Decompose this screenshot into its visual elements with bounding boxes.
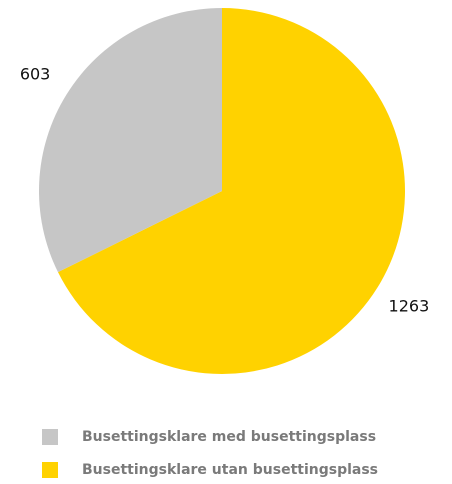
data-label: 603 — [20, 64, 51, 83]
pie-slice — [57, 8, 406, 374]
legend-swatch — [42, 462, 58, 478]
legend-swatch — [42, 429, 58, 445]
legend-label: Busettingsklare utan busettingsplass — [82, 462, 378, 478]
legend-label: Busettingsklare med busettingsplass — [82, 429, 376, 445]
data-label: 1263 — [389, 297, 430, 316]
pie-slice — [39, 8, 223, 273]
